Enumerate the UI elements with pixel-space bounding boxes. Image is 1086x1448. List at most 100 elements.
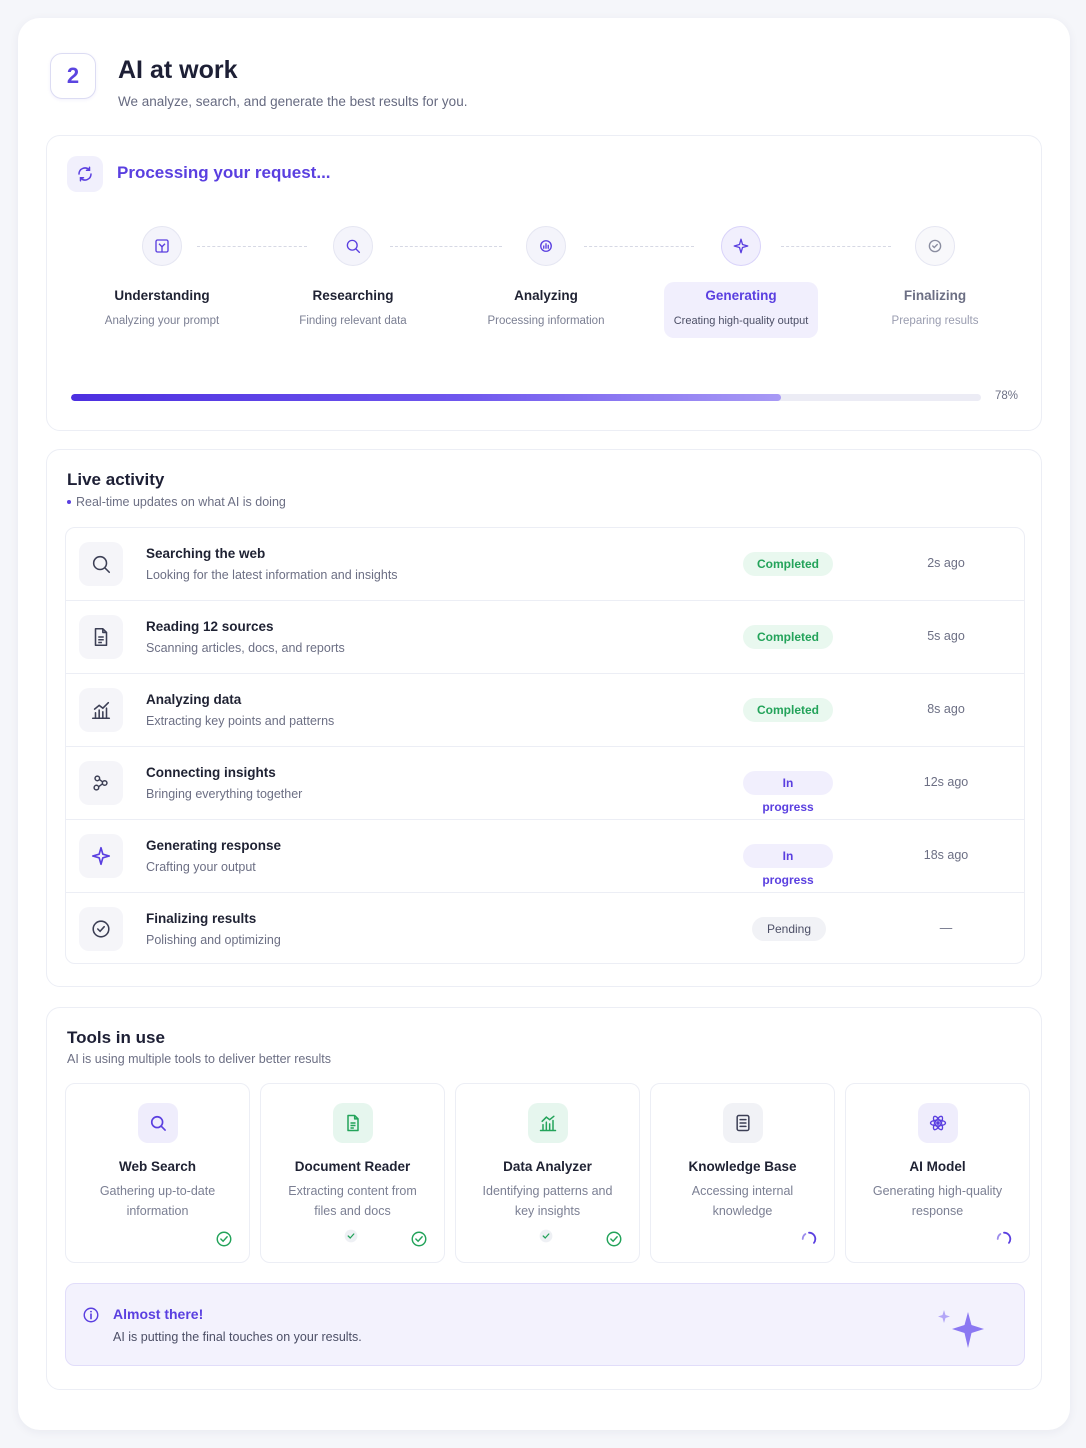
check-mini-icon (539, 1229, 553, 1243)
section-subtitle: Real-time updates on what AI is doing (67, 495, 286, 509)
processing-title: Processing your request... (117, 163, 331, 182)
step-desc: Finding relevant data (299, 315, 407, 327)
activity-time: 8s ago (927, 702, 965, 716)
sparkle-icon (79, 834, 123, 878)
tool-name: Knowledge Base (688, 1159, 797, 1174)
activity-time: 5s ago (927, 629, 965, 643)
status-badge: Completed (743, 552, 833, 576)
page-title: AI at work (118, 56, 238, 84)
tool-name: Document Reader (294, 1159, 411, 1174)
activity-title: Finalizing results (146, 911, 257, 926)
network-icon (79, 761, 123, 805)
search-icon (137, 1103, 178, 1143)
step-generating: Generating Creating high-quality output (656, 226, 826, 338)
live-dot (67, 499, 71, 504)
activity-time: 18s ago (923, 848, 969, 862)
step-number-badge: 2 (50, 53, 96, 99)
search-icon (79, 542, 123, 586)
search-icon (333, 226, 373, 266)
step-connector (584, 246, 694, 247)
tool-desc: Extracting content from files and docs (288, 1184, 417, 1218)
sparkle-icon (721, 226, 761, 266)
tool-name: Data Analyzer (503, 1159, 592, 1174)
status-badge: In progress (743, 771, 833, 814)
sparkles-icon (938, 1310, 984, 1348)
step-connector (390, 246, 502, 247)
list-icon (722, 1103, 763, 1143)
step-analyzing: Analyzing Processing information (461, 226, 631, 327)
section-title: Tools in use (67, 1028, 165, 1047)
activity-row: Connecting insights Bringing everything … (66, 747, 1024, 820)
activity-row: Finalizing results Polishing and optimiz… (66, 893, 1024, 963)
step-desc: Creating high-quality output (673, 315, 809, 327)
tool-card-ai-model: AI Model Generating high-quality respons… (845, 1083, 1030, 1263)
activity-title: Reading 12 sources (146, 619, 274, 634)
step-desc: Processing information (487, 315, 605, 327)
check-badge-icon (915, 226, 955, 266)
status-badge: In progress (743, 844, 833, 887)
check-circle-icon (79, 907, 123, 951)
step-name: Generating (705, 288, 777, 303)
activity-list: Searching the web Looking for the latest… (65, 527, 1025, 964)
tool-desc: Gathering up-to-date information (99, 1184, 216, 1218)
tool-card-knowledge-base: Knowledge Base Accessing internal knowle… (650, 1083, 835, 1263)
activity-time: — (939, 921, 953, 935)
check-circle-icon (216, 1231, 232, 1247)
progress-fill (71, 394, 781, 401)
page-subtitle: We analyze, search, and generate the bes… (118, 94, 468, 109)
document-icon (79, 615, 123, 659)
step-desc: Analyzing your prompt (104, 315, 220, 327)
tool-name: AI Model (909, 1159, 966, 1174)
tools-panel: Tools in use AI is using multiple tools … (46, 1007, 1042, 1390)
activity-row: Searching the web Looking for the latest… (66, 528, 1024, 601)
document-icon (332, 1103, 373, 1143)
activity-title: Analyzing data (146, 692, 242, 707)
refresh-icon (67, 156, 103, 192)
loading-spinner-icon (801, 1231, 817, 1244)
atom-icon (917, 1103, 958, 1143)
live-activity-panel: Live activity Real-time updates on what … (46, 449, 1042, 987)
activity-title: Searching the web (146, 546, 266, 561)
progress-label: 78% (995, 390, 1019, 402)
step-name: Finalizing (903, 288, 967, 303)
tool-desc: Identifying patterns and key insights (482, 1184, 613, 1218)
step-connector (197, 246, 307, 247)
book-icon (142, 226, 182, 266)
loading-spinner-icon (996, 1231, 1012, 1244)
tool-desc: Accessing internal knowledge (691, 1184, 794, 1218)
activity-desc: Extracting key points and patterns (146, 714, 335, 728)
step-finalizing: Finalizing Preparing results (850, 226, 1020, 327)
activity-desc: Polishing and optimizing (146, 933, 281, 947)
step-desc: Preparing results (891, 315, 979, 327)
step-researching: Researching Finding relevant data (268, 226, 438, 327)
tool-card-web-search: Web Search Gathering up-to-date informat… (65, 1083, 250, 1263)
check-circle-icon (606, 1231, 622, 1247)
activity-desc: Looking for the latest information and i… (146, 568, 398, 582)
check-circle-icon (411, 1231, 427, 1247)
almost-there-notice: Almost there! AI is putting the final to… (65, 1283, 1025, 1366)
notice-title: Almost there! (113, 1306, 204, 1322)
activity-time: 2s ago (927, 556, 965, 570)
notice-desc: AI is putting the final touches on your … (113, 1330, 362, 1344)
status-badge: Completed (743, 698, 833, 722)
activity-title: Generating response (146, 838, 282, 853)
step-name: Researching (312, 288, 394, 303)
step-name: Analyzing (514, 288, 578, 303)
tool-card-data-analyzer: Data Analyzer Identifying patterns and k… (455, 1083, 640, 1263)
activity-title: Connecting insights (146, 765, 276, 780)
tool-desc: Generating high-quality response (872, 1184, 1003, 1218)
chart-gear-icon (526, 226, 566, 266)
activity-desc: Crafting your output (146, 860, 256, 874)
processing-panel: Processing your request... Understanding… (46, 135, 1042, 431)
section-title: Live activity (67, 470, 165, 489)
activity-desc: Bringing everything together (146, 787, 303, 801)
status-badge: Completed (743, 625, 833, 649)
step-connector (781, 246, 891, 247)
activity-row: Analyzing data Extracting key points and… (66, 674, 1024, 747)
progress-bar (71, 394, 981, 401)
section-subtitle-text: Real-time updates on what AI is doing (76, 495, 286, 509)
tool-name: Web Search (118, 1159, 197, 1174)
activity-row: Generating response Crafting your output… (66, 820, 1024, 893)
status-badge: Pending (752, 917, 826, 941)
activity-time: 12s ago (923, 775, 969, 789)
